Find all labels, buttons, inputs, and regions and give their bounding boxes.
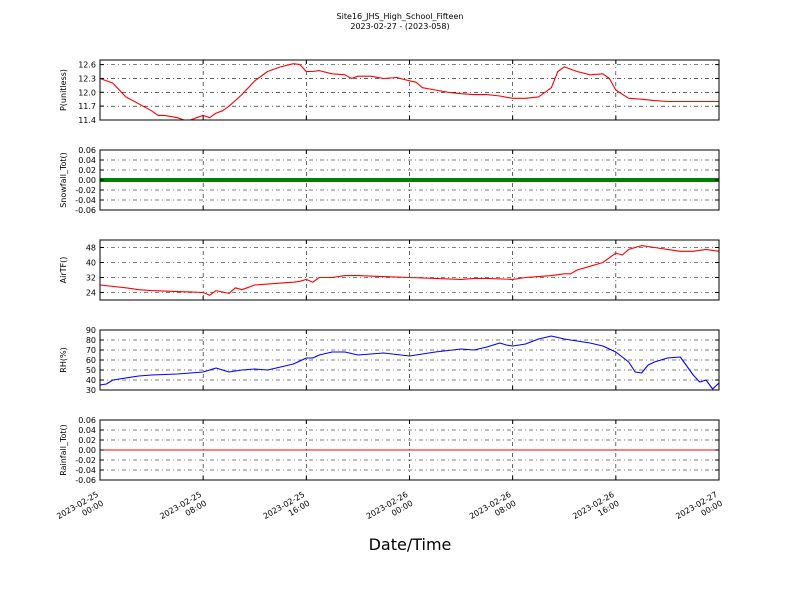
y-tick-label: 12.3 <box>78 74 96 83</box>
y-tick-label: -0.04 <box>75 196 96 205</box>
y-tick-label: 60 <box>86 356 96 365</box>
panel-5: -0.06-0.04-0.020.000.020.040.06 Rainfall_… <box>59 416 720 485</box>
y-tick-label: 0.00 <box>78 176 96 185</box>
y-tick-label: 40 <box>86 259 96 268</box>
y-axis-label: Snowfall_Tot() <box>59 152 68 208</box>
y-tick-label: 70 <box>86 346 96 355</box>
y-tick-label: 11.4 <box>78 116 96 125</box>
x-tick-label: 2023-02-2608:00 <box>468 490 518 530</box>
x-tick-label: 2023-02-2616:00 <box>571 490 621 530</box>
y-tick-label: 11.7 <box>78 102 96 111</box>
y-tick-label: 12.0 <box>78 88 96 97</box>
y-tick-label: 12.6 <box>78 61 96 70</box>
x-tick-label: 2023-02-2600:00 <box>365 490 415 530</box>
y-tick-label: 50 <box>86 366 96 375</box>
y-tick-label: 32 <box>86 274 96 283</box>
y-tick-label: 0.02 <box>78 436 96 445</box>
y-tick-label: 40 <box>86 376 96 385</box>
y-tick-label: 0.04 <box>78 156 96 165</box>
y-tick-label: 0.00 <box>78 446 96 455</box>
y-tick-label: -0.06 <box>75 476 96 485</box>
panels: 11.411.712.012.312.6P(unitless)-0.06-0.0… <box>59 59 720 485</box>
y-tick-label: -0.02 <box>75 456 96 465</box>
x-tick-label: 2023-02-2516:00 <box>262 490 312 530</box>
y-tick-label: 90 <box>86 326 96 335</box>
y-tick-label: 0.06 <box>78 416 96 425</box>
chart-subtitle: 2023-02-27 - (2023-058) <box>350 22 449 31</box>
panel-3: 24 32 40 48 AirTF() <box>59 239 720 301</box>
panel-2: -0.06-0.04-0.020.000.020.040.06 Snowfall_… <box>59 146 720 215</box>
y-axis-label: RH(%) <box>59 347 68 372</box>
series-line <box>99 335 720 390</box>
x-tick-label: 2023-02-2500:00 <box>55 490 105 530</box>
x-tick-label: 2023-02-2700:00 <box>674 490 724 530</box>
x-tick-label: 2023-02-2508:00 <box>158 490 208 530</box>
x-axis-label: Date/Time <box>369 535 452 554</box>
y-tick-label: 80 <box>86 336 96 345</box>
panel-1: 11.4 11.7 12.0 12.3 12.6 P(unitless) <box>59 59 720 125</box>
y-tick-label: 0.04 <box>78 426 96 435</box>
y-tick-label: 48 <box>86 244 96 253</box>
y-axis-label: AirTF() <box>59 257 68 284</box>
y-axis-label: P(unitless) <box>59 69 68 111</box>
y-tick-label: 24 <box>86 289 96 298</box>
x-tick-labels: 2023-02-2500:00 2023-02-2508:00 2023-02-25… <box>55 490 724 530</box>
y-tick-label: -0.06 <box>75 206 96 215</box>
y-tick-label: -0.02 <box>75 186 96 195</box>
y-tick-label: -0.04 <box>75 466 96 475</box>
series-line <box>99 245 720 296</box>
y-axis-label: Rainfall_Tot() <box>59 424 68 476</box>
y-tick-label: 30 <box>86 386 96 395</box>
y-tick-label: 0.06 <box>78 146 96 155</box>
chart-title: Site16_JHS_High_School_Fifteen <box>337 12 464 21</box>
y-tick-label: 0.02 <box>78 166 96 175</box>
